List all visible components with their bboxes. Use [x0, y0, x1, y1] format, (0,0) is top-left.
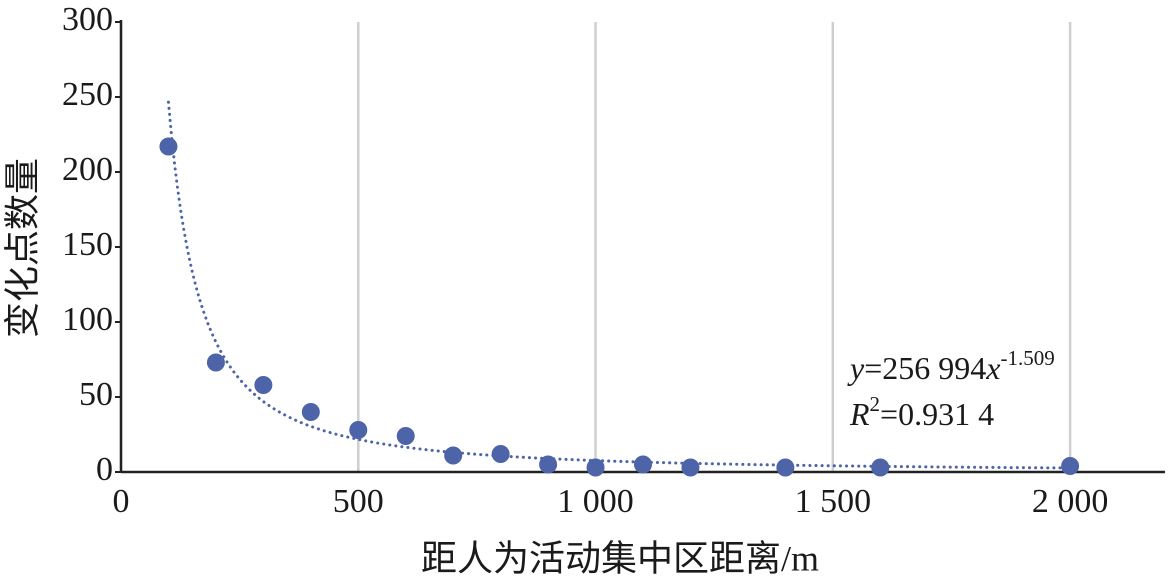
y-tick-label: 300: [62, 1, 113, 38]
trend-line: [166, 100, 1072, 470]
scatter-point: [539, 455, 558, 474]
y-tick-label: 200: [62, 151, 113, 188]
eq-coefficient: 256 994: [882, 350, 986, 386]
x-tick-label: 2 000: [1032, 483, 1109, 520]
x-tick-label: 500: [333, 483, 384, 520]
y-tick-label: 250: [62, 76, 113, 113]
scatter-point: [396, 427, 415, 445]
eq-variable: x: [985, 350, 1000, 386]
x-axis-title: 距人为活动集中区距离/m: [421, 538, 819, 578]
scatter-point: [586, 458, 605, 477]
y-tick-label: 50: [79, 376, 113, 413]
scatter-point: [776, 458, 795, 477]
y-axis-title: 变化点数量: [2, 158, 42, 338]
r2-eq: =: [880, 396, 898, 432]
x-tick-label: 0: [113, 483, 130, 520]
r-squared: R2=0.931 4: [849, 392, 994, 433]
r2-power: 2: [870, 392, 881, 416]
y-tick-label: 100: [62, 301, 113, 338]
scatter-point: [491, 445, 510, 463]
eq-lhs: y: [847, 350, 865, 386]
x-tick-label: 1 500: [795, 483, 872, 520]
r2-value: 0.931 4: [898, 396, 994, 432]
scatter-point: [349, 421, 368, 439]
scatter-point: [634, 455, 652, 474]
r2-symbol: R: [849, 396, 870, 432]
scatter-point: [1061, 457, 1080, 475]
scatter-point: [159, 137, 178, 156]
eq-exponent: -1.509: [1000, 346, 1054, 370]
scatter-point: [254, 376, 273, 394]
x-tick-label: 1 000: [557, 483, 634, 520]
scatter-point: [444, 446, 463, 465]
eq-sign: =: [864, 350, 882, 386]
trend-equation: y=256 994x-1.509: [847, 346, 1055, 387]
y-tick-label: 150: [62, 226, 113, 263]
scatter-point: [301, 403, 320, 421]
y-tick-label: 0: [96, 451, 113, 488]
scatter-point: [871, 458, 890, 477]
scatter-point: [681, 458, 700, 477]
scatter-point: [206, 353, 225, 372]
